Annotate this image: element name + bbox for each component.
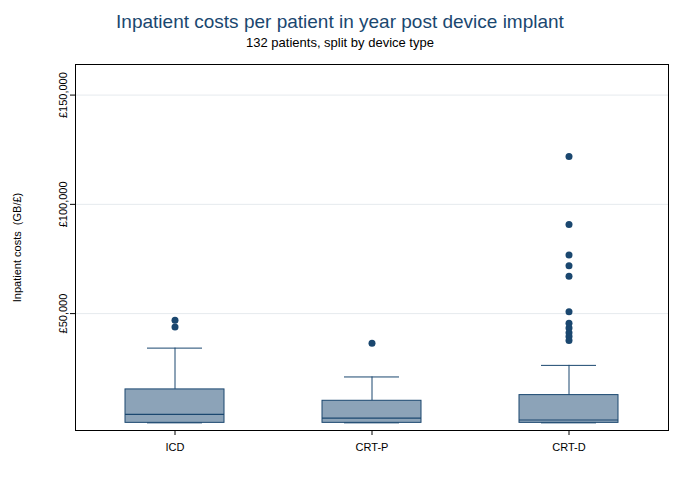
svg-text:CRT-P: CRT-P (356, 441, 389, 453)
svg-text:CRT-D: CRT-D (552, 441, 585, 453)
svg-text:Inpatient costs (GB/£): Inpatient costs (GB/£) (11, 193, 23, 302)
html-text:Inpatient costs per patient in: Inpatient costs per patient in year post… (116, 11, 564, 32)
svg-text:£100,000: £100,000 (57, 181, 69, 227)
svg-text:ICD: ICD (166, 441, 185, 453)
html-text:132 patients, split by device: 132 patients, split by device type (246, 35, 434, 50)
svg-text:£150,000: £150,000 (57, 72, 69, 118)
svg-text:£50,000: £50,000 (57, 294, 69, 334)
